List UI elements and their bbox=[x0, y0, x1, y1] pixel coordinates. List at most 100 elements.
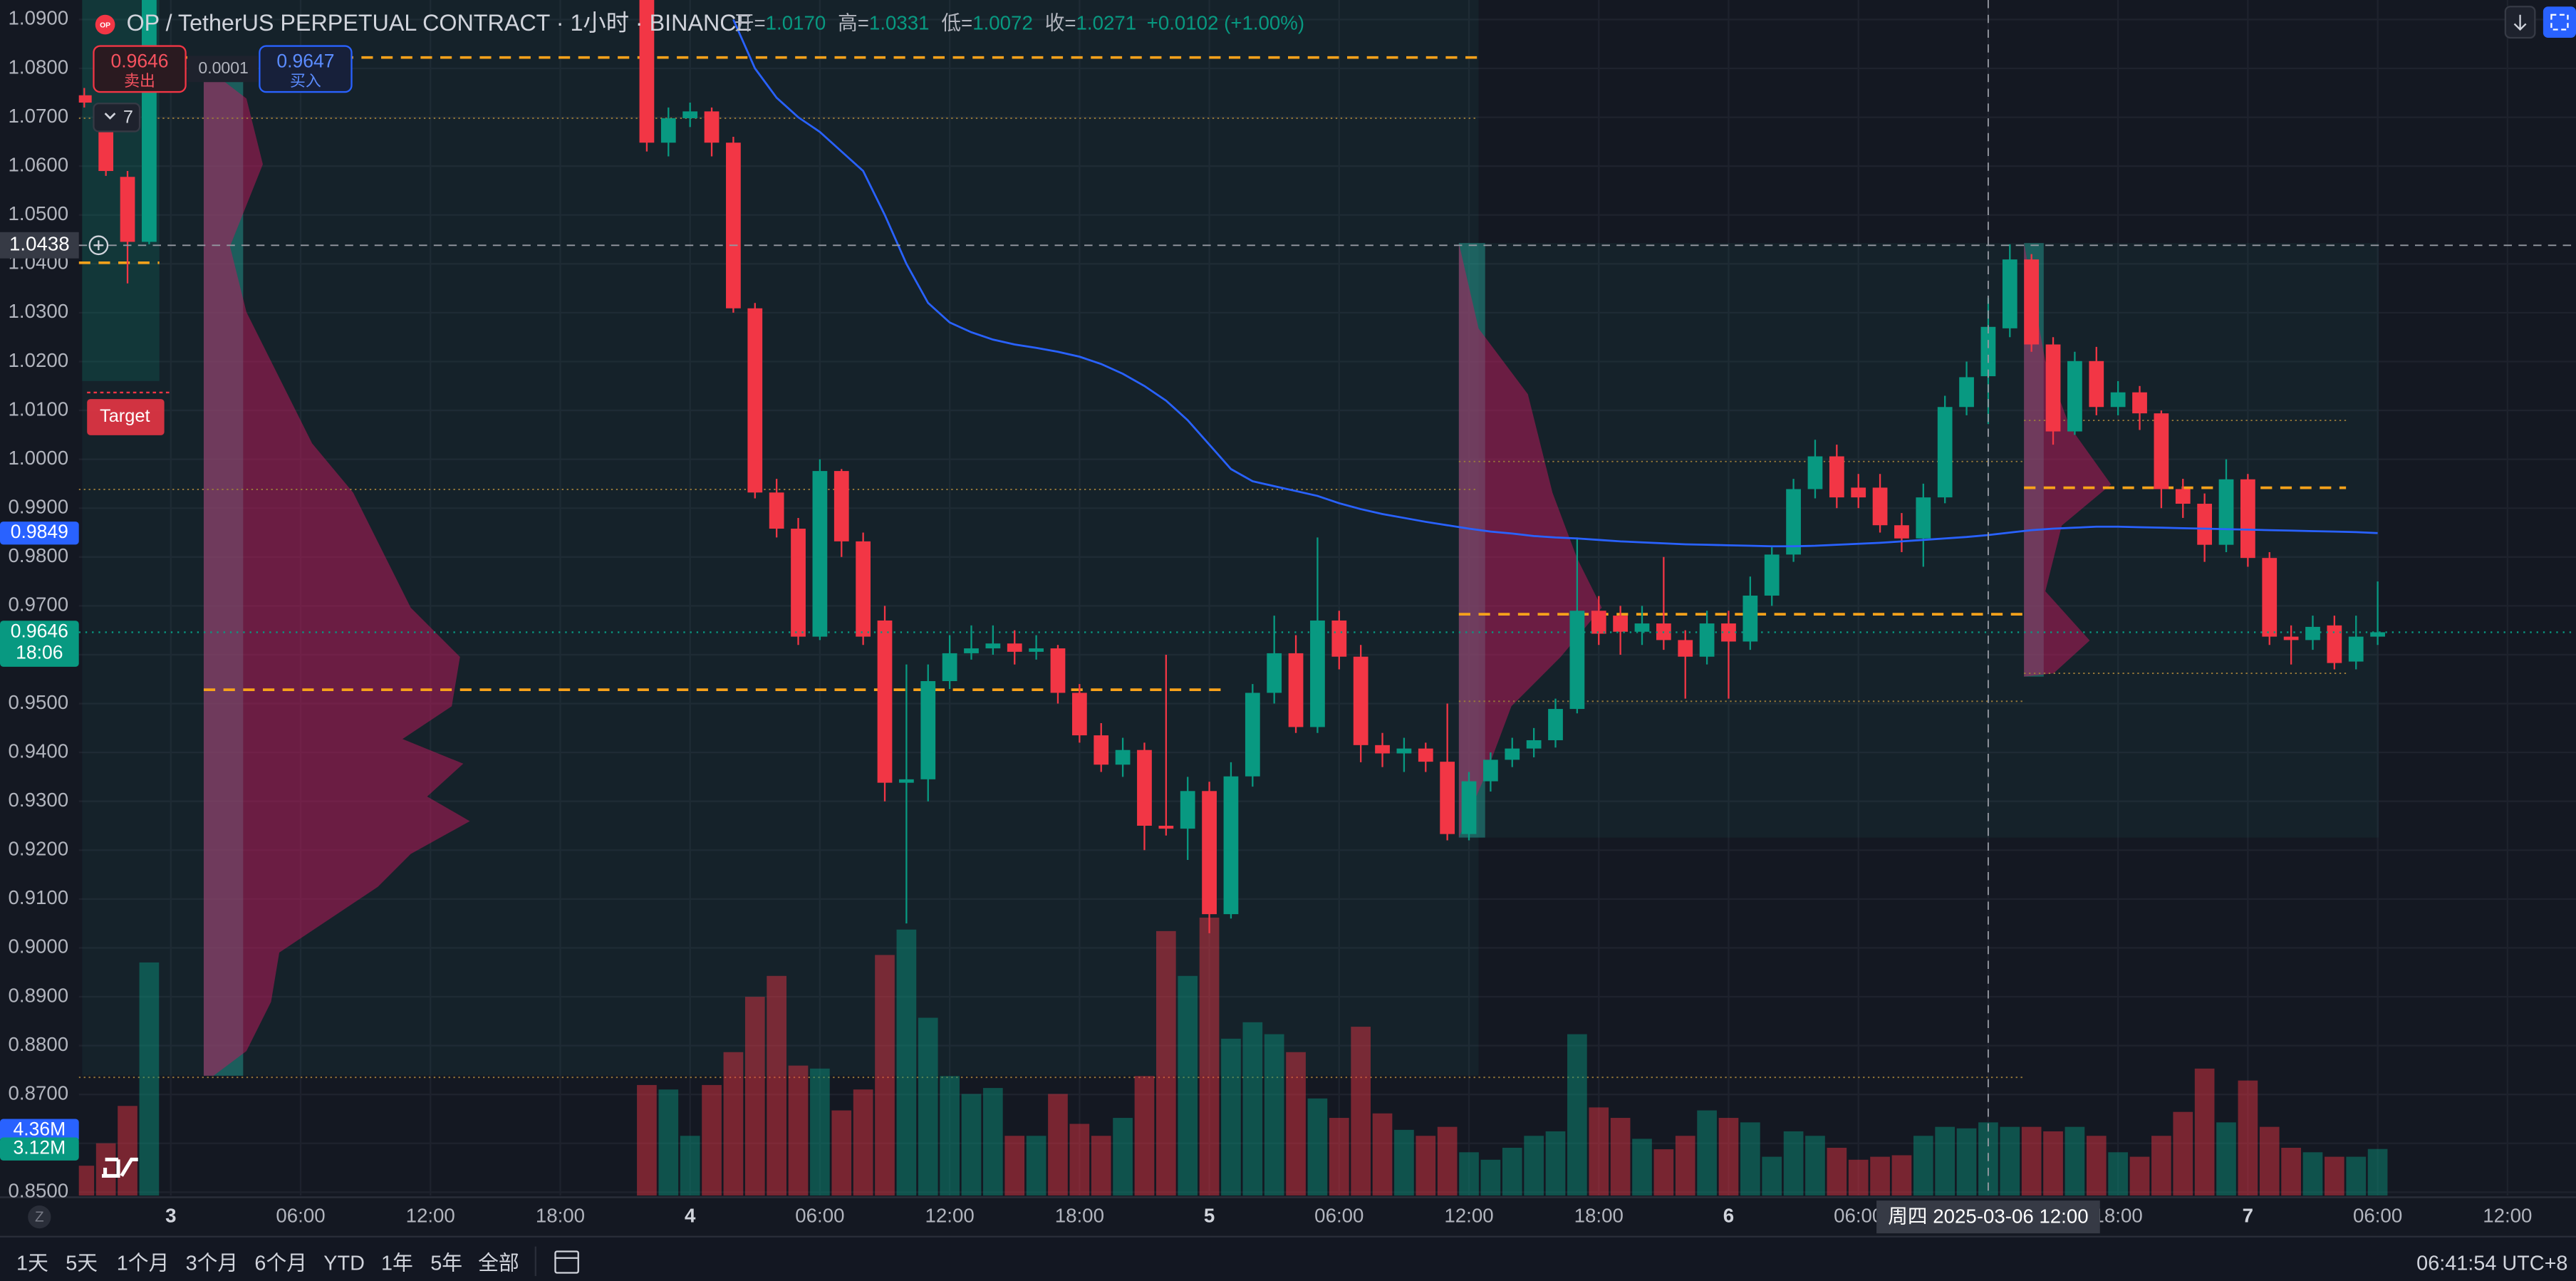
x-tick-label: 12:00 bbox=[2483, 1204, 2532, 1226]
buy-price[interactable]: 0.9647 bbox=[276, 51, 334, 72]
buy-button[interactable]: 0.9647 买入 bbox=[259, 45, 353, 93]
candle-body bbox=[1461, 781, 1477, 834]
sell-label[interactable]: 卖出 bbox=[124, 72, 155, 90]
target-box bbox=[87, 399, 165, 435]
axis-mode-button[interactable] bbox=[28, 1205, 51, 1229]
candle-body bbox=[1331, 620, 1347, 657]
price-badge bbox=[0, 621, 79, 667]
candle-body bbox=[1569, 611, 1585, 710]
candle-body bbox=[2154, 413, 2169, 489]
symbol-icon bbox=[95, 14, 115, 35]
candle-body bbox=[1310, 620, 1325, 727]
indicators-box[interactable] bbox=[93, 103, 141, 133]
volume-bar bbox=[658, 1089, 679, 1196]
x-tick-label: 12:00 bbox=[1444, 1204, 1493, 1226]
bottom-toolbar: 06:41:54 UTC+8 1天 5天 1个月 3个月 6个月 YTD 1年 5年 全部 bbox=[0, 1235, 2576, 1281]
volume-bar bbox=[788, 1065, 809, 1196]
candle-body bbox=[1526, 740, 1542, 749]
crosshair-x-label: 周四 2025-03-06 12:00 bbox=[1888, 1205, 2088, 1228]
price-badge-label: 3.12M bbox=[14, 1137, 66, 1158]
volume-bar bbox=[1134, 1076, 1155, 1196]
x-tick-label: 3 bbox=[165, 1204, 176, 1226]
candle-body bbox=[1050, 648, 1066, 693]
add-alert-icon[interactable] bbox=[93, 240, 104, 251]
candle-body bbox=[1375, 745, 1390, 754]
ohlc-prefix: 低= bbox=[941, 12, 972, 34]
candle-body bbox=[1980, 326, 1996, 377]
candle-body bbox=[78, 95, 92, 103]
candle-body bbox=[1829, 456, 1844, 498]
chevron-icon[interactable] bbox=[104, 113, 116, 120]
volume-bar bbox=[1545, 1131, 1566, 1196]
ohlc-legend: 开=1.0170 高=1.0331 低=1.0072 收=1.0271 +0.0… bbox=[734, 12, 1304, 34]
candle-body bbox=[1440, 762, 1455, 834]
volume-bar bbox=[2086, 1136, 2107, 1196]
range-button[interactable]: 3个月 bbox=[186, 1253, 239, 1275]
y-tick-label: 0.8900 bbox=[9, 984, 69, 1006]
volume-bar bbox=[1783, 1131, 1804, 1196]
down-arrow-icon[interactable] bbox=[2513, 14, 2527, 31]
volume-bar bbox=[1437, 1126, 1458, 1196]
volume-bar bbox=[1026, 1136, 1046, 1196]
legend: OP OP / TetherUS PERPETUAL CONTRACT · 1小… bbox=[95, 10, 1304, 36]
candle-body bbox=[1029, 648, 1044, 652]
volume-bar bbox=[2043, 1131, 2063, 1196]
x-tick-label: 12:00 bbox=[925, 1204, 975, 1226]
goto-date-icon[interactable] bbox=[554, 1250, 579, 1274]
candle-body bbox=[1591, 611, 1606, 634]
range-button[interactable]: 1天 bbox=[16, 1253, 48, 1275]
add-alert-button[interactable] bbox=[88, 235, 109, 256]
candle-body bbox=[2175, 489, 2191, 504]
range-button[interactable]: 6个月 bbox=[254, 1253, 307, 1275]
range-button[interactable]: 全部 bbox=[478, 1253, 519, 1275]
volume-bar bbox=[1718, 1118, 1739, 1196]
volume-bar bbox=[1286, 1052, 1306, 1196]
axis-mode[interactable]: Z bbox=[35, 1209, 44, 1225]
candle-body bbox=[639, 0, 655, 143]
x-tick-label: 06:00 bbox=[276, 1204, 325, 1226]
overlays bbox=[78, 0, 2576, 1196]
volume-bar bbox=[702, 1084, 722, 1196]
top-right-buttons bbox=[2504, 6, 2576, 39]
range-button[interactable]: YTD bbox=[323, 1253, 365, 1275]
sell-price[interactable]: 0.9646 bbox=[110, 51, 168, 72]
volume-bar bbox=[1589, 1107, 1609, 1196]
buy-label[interactable]: 买入 bbox=[290, 72, 321, 90]
sell-box[interactable] bbox=[93, 45, 187, 93]
fullscreen-icon[interactable] bbox=[2550, 14, 2569, 31]
buy-box[interactable] bbox=[259, 45, 353, 93]
y-tick-label: 0.9000 bbox=[9, 935, 69, 958]
candle-body bbox=[2327, 625, 2342, 663]
volume-bar bbox=[2000, 1126, 2020, 1196]
fullscreen-button[interactable] bbox=[2543, 6, 2576, 38]
indicators-count[interactable]: 7 bbox=[123, 108, 133, 128]
ohlc-value: 1.0271 bbox=[1076, 12, 1137, 34]
volume-bar bbox=[1178, 975, 1198, 1196]
candle-body bbox=[2024, 259, 2040, 345]
y-tick-label: 0.9700 bbox=[9, 593, 69, 616]
candle-body bbox=[942, 653, 957, 681]
volume-bar bbox=[1480, 1159, 1501, 1196]
candle-body bbox=[1353, 656, 1368, 745]
target-tag: Target bbox=[87, 391, 171, 435]
x-tick-label: 06:00 bbox=[1834, 1204, 1883, 1226]
volume-bar bbox=[2346, 1156, 2367, 1196]
range-button[interactable]: 1个月 bbox=[117, 1253, 170, 1275]
volume-bar bbox=[2302, 1152, 2323, 1196]
range-button[interactable]: 5年 bbox=[430, 1253, 462, 1275]
change-value: +0.0102 (+1.00%) bbox=[1147, 12, 1304, 34]
clock[interactable]: 06:41:54 UTC+8 bbox=[2416, 1253, 2567, 1275]
symbol-title[interactable]: OP / TetherUS PERPETUAL CONTRACT · 1小时 ·… bbox=[127, 10, 752, 36]
volume-bar bbox=[2216, 1122, 2236, 1196]
x-tick-label: 6 bbox=[1723, 1204, 1734, 1226]
range-button[interactable]: 1年 bbox=[381, 1253, 413, 1275]
sell-button[interactable]: 0.9646 卖出 bbox=[93, 45, 187, 93]
y-tick-label: 1.0000 bbox=[9, 447, 69, 469]
range-button[interactable]: 5天 bbox=[66, 1253, 98, 1275]
candle-body bbox=[682, 111, 698, 118]
indicators-toggle[interactable]: 7 bbox=[93, 103, 141, 133]
volume-bar bbox=[1091, 1136, 1111, 1196]
volume-bar bbox=[1762, 1156, 1782, 1196]
candle-body bbox=[1699, 623, 1715, 657]
